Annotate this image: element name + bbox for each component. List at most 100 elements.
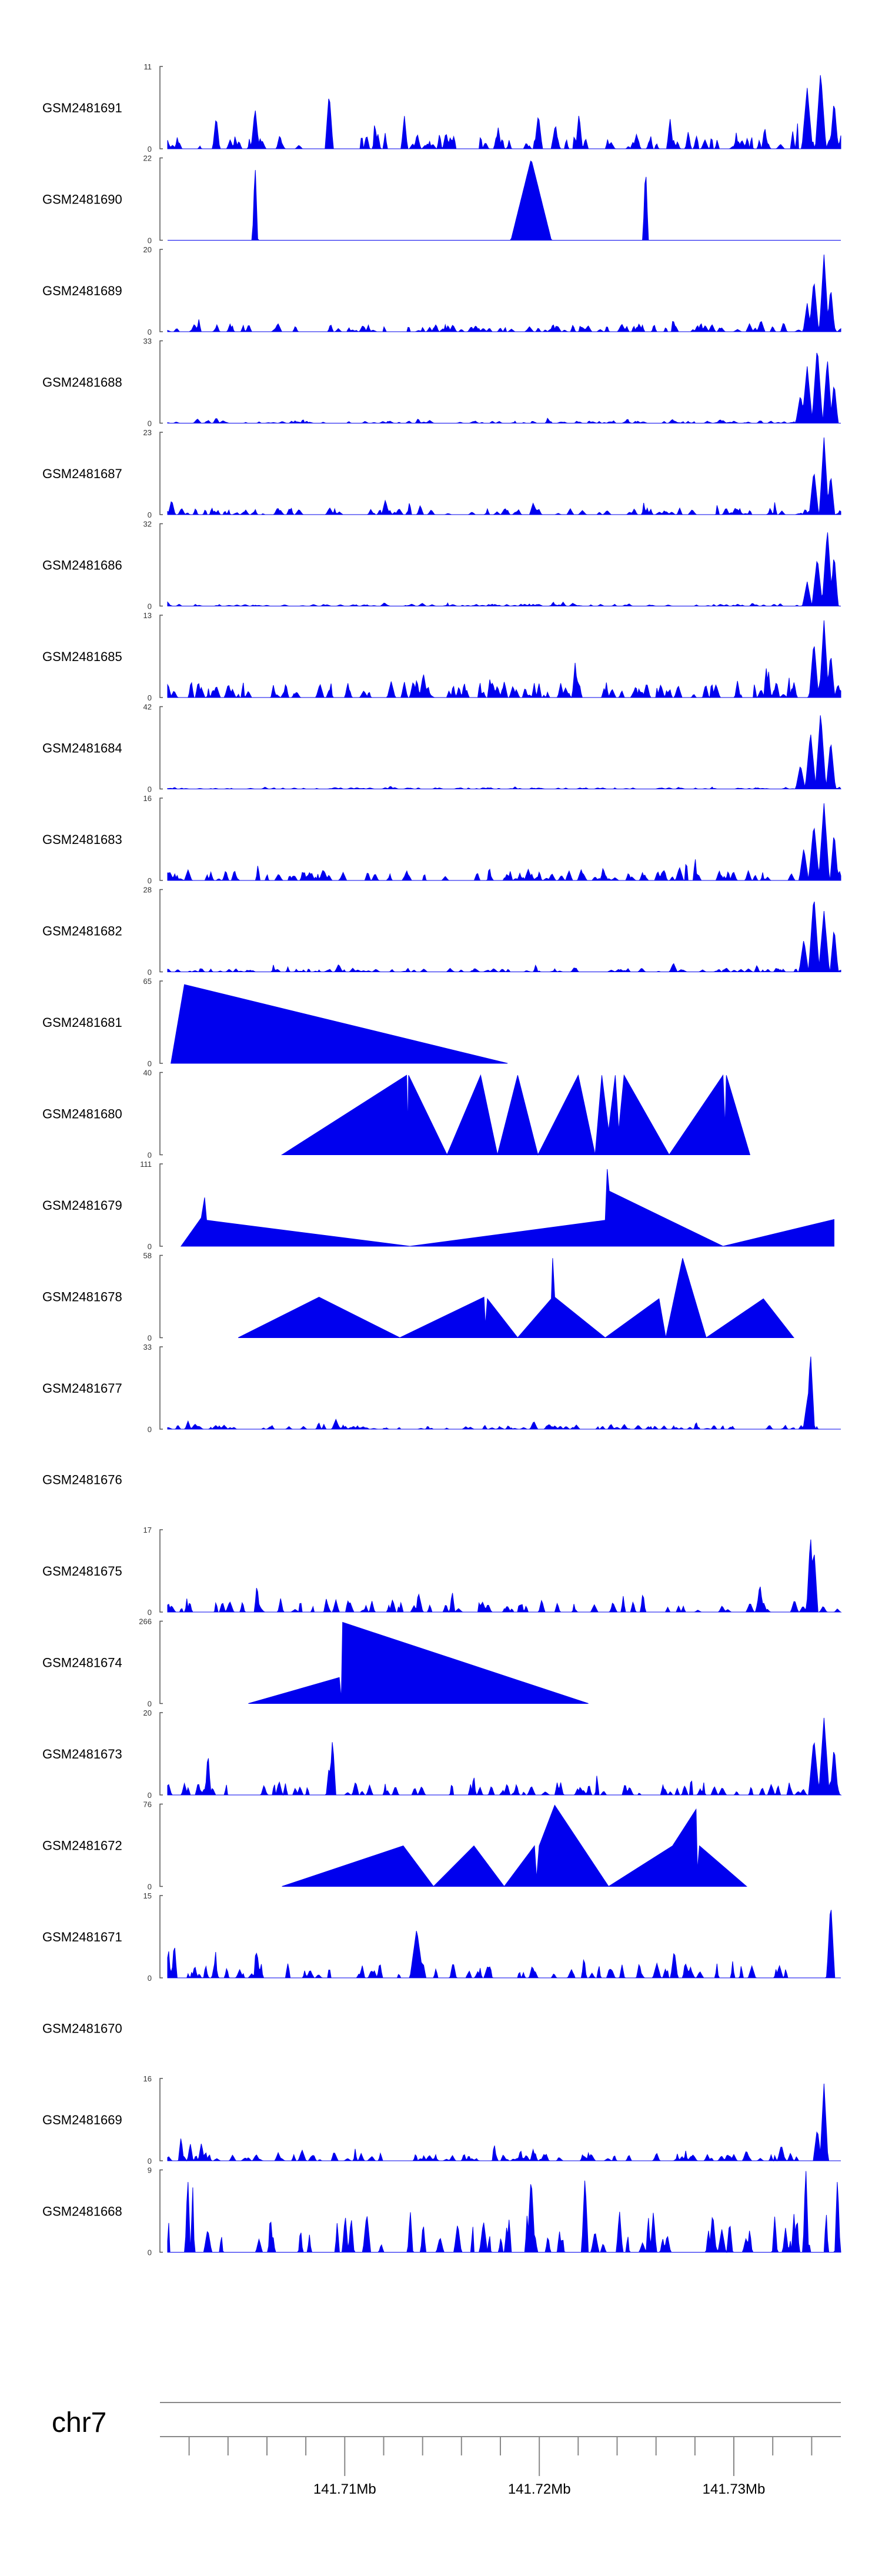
- track-GSM2481687: GSM2481687 23 0: [42, 428, 841, 519]
- track-GSM2481690: GSM2481690 22 0: [42, 154, 841, 245]
- y-min-label: 0: [148, 1242, 152, 1251]
- y-max-label: 40: [143, 1069, 152, 1077]
- y-min-label: 0: [148, 2157, 152, 2165]
- track-GSM2481689: GSM2481689 20 0: [42, 245, 841, 336]
- y-max-label: 16: [143, 2074, 152, 2083]
- y-min-label: 0: [148, 693, 152, 702]
- coverage-area: [167, 75, 841, 149]
- y-min-label: 0: [148, 145, 152, 154]
- track-GSM2481691: GSM2481691 11 0: [42, 62, 841, 154]
- y-max-label: 28: [143, 886, 152, 895]
- track-label: GSM2481691: [42, 101, 122, 115]
- coverage-area: [167, 2171, 841, 2254]
- track-label: GSM2481679: [42, 1198, 122, 1213]
- coverage-area: [167, 1717, 842, 1796]
- track-GSM2481681: GSM2481681 65 0: [42, 977, 508, 1068]
- y-min-label: 0: [148, 876, 152, 885]
- track-label: GSM2481675: [42, 1564, 122, 1579]
- track-GSM2481684: GSM2481684 42 0: [42, 703, 841, 794]
- coverage-area: [167, 620, 841, 699]
- track-label: GSM2481670: [42, 2021, 122, 2036]
- y-max-label: 266: [139, 1617, 152, 1626]
- y-max-label: 16: [143, 794, 152, 803]
- track-GSM2481683: GSM2481683 16 0: [42, 794, 841, 885]
- y-min-label: 0: [148, 785, 152, 794]
- y-axis: [159, 889, 163, 973]
- y-axis: [159, 249, 163, 332]
- track-label: GSM2481676: [42, 1473, 122, 1487]
- y-axis: [159, 1620, 163, 1704]
- y-axis: [159, 1072, 163, 1156]
- coverage-area: [248, 1621, 589, 1704]
- coverage-area: [167, 2083, 841, 2162]
- track-label: GSM2481683: [42, 832, 122, 847]
- track-label: GSM2481681: [42, 1015, 122, 1030]
- coverage-area: [168, 160, 841, 241]
- y-min-label: 0: [148, 1974, 152, 1983]
- coverage-area: [167, 254, 841, 332]
- track-GSM2481672: GSM2481672 76 0: [42, 1800, 748, 1891]
- y-max-label: 111: [140, 1160, 152, 1169]
- y-max-label: 42: [143, 703, 152, 712]
- y-min-label: 0: [148, 510, 152, 519]
- track-GSM2481680: GSM2481680 40 0: [42, 1069, 751, 1160]
- track-GSM2481688: GSM2481688 33 0: [42, 337, 841, 428]
- track-label: GSM2481682: [42, 924, 122, 939]
- track-GSM2481669: GSM2481669 16 0: [42, 2074, 841, 2165]
- y-min-label: 0: [148, 2248, 152, 2257]
- y-axis: [159, 1163, 163, 1247]
- track-GSM2481685: GSM2481685 13 0: [42, 611, 841, 702]
- track-label: GSM2481680: [42, 1107, 122, 1122]
- track-label: GSM2481689: [42, 283, 122, 298]
- y-axis: [159, 798, 163, 881]
- track-label: GSM2481685: [42, 649, 122, 664]
- y-min-label: 0: [148, 419, 152, 428]
- track-label: GSM2481677: [42, 1381, 122, 1396]
- coverage-area: [167, 715, 841, 790]
- track-GSM2481679: GSM2481679 111 0: [42, 1160, 834, 1251]
- coverage-area: [167, 437, 841, 515]
- y-axis: [159, 1529, 163, 1613]
- coverage-area: [167, 532, 841, 607]
- y-max-label: 33: [143, 337, 152, 346]
- y-min-label: 0: [148, 1700, 152, 1709]
- coverage-area: [238, 1258, 794, 1339]
- y-min-label: 0: [148, 1151, 152, 1160]
- coverage-area: [280, 1074, 751, 1156]
- track-GSM2481675: GSM2481675 17 0: [42, 1526, 842, 1617]
- y-max-label: 20: [143, 1709, 152, 1717]
- y-min-label: 0: [148, 602, 152, 611]
- y-axis: [159, 66, 163, 149]
- track-label: GSM2481678: [42, 1290, 122, 1304]
- y-max-label: 13: [143, 611, 152, 620]
- track-label: GSM2481672: [42, 1838, 122, 1853]
- track-GSM2481686: GSM2481686 32 0: [42, 520, 841, 611]
- track-GSM2481674: GSM2481674 266 0: [42, 1617, 589, 1709]
- y-axis: [159, 980, 163, 1064]
- y-axis: [159, 706, 163, 790]
- coverage-area: [180, 1169, 834, 1247]
- chromosome-label: chr7: [52, 2407, 106, 2438]
- track-label: GSM2481671: [42, 1930, 122, 1944]
- coverage-area: [171, 984, 508, 1064]
- track-GSM2481671: GSM2481671 15 0: [42, 1891, 841, 1983]
- coverage-area: [167, 1539, 842, 1613]
- y-max-label: 76: [143, 1800, 152, 1809]
- y-axis: [159, 2078, 163, 2161]
- y-axis: [159, 340, 163, 424]
- axis-ticks: 141.71Mb 141.72Mb 141.73Mb: [188, 2437, 813, 2497]
- y-min-label: 0: [148, 1059, 152, 1068]
- y-axis: [159, 157, 163, 241]
- track-GSM2481676: GSM2481676: [42, 1473, 122, 1487]
- y-min-label: 0: [148, 328, 152, 336]
- y-min-label: 0: [148, 968, 152, 977]
- y-max-label: 20: [143, 245, 152, 254]
- y-max-label: 15: [143, 1891, 152, 1900]
- track-label: GSM2481690: [42, 192, 122, 207]
- track-label: GSM2481669: [42, 2113, 122, 2127]
- track-GSM2481670: GSM2481670: [42, 2021, 122, 2036]
- y-max-label: 22: [143, 154, 152, 163]
- coverage-area: [167, 803, 841, 881]
- y-max-label: 32: [143, 520, 152, 529]
